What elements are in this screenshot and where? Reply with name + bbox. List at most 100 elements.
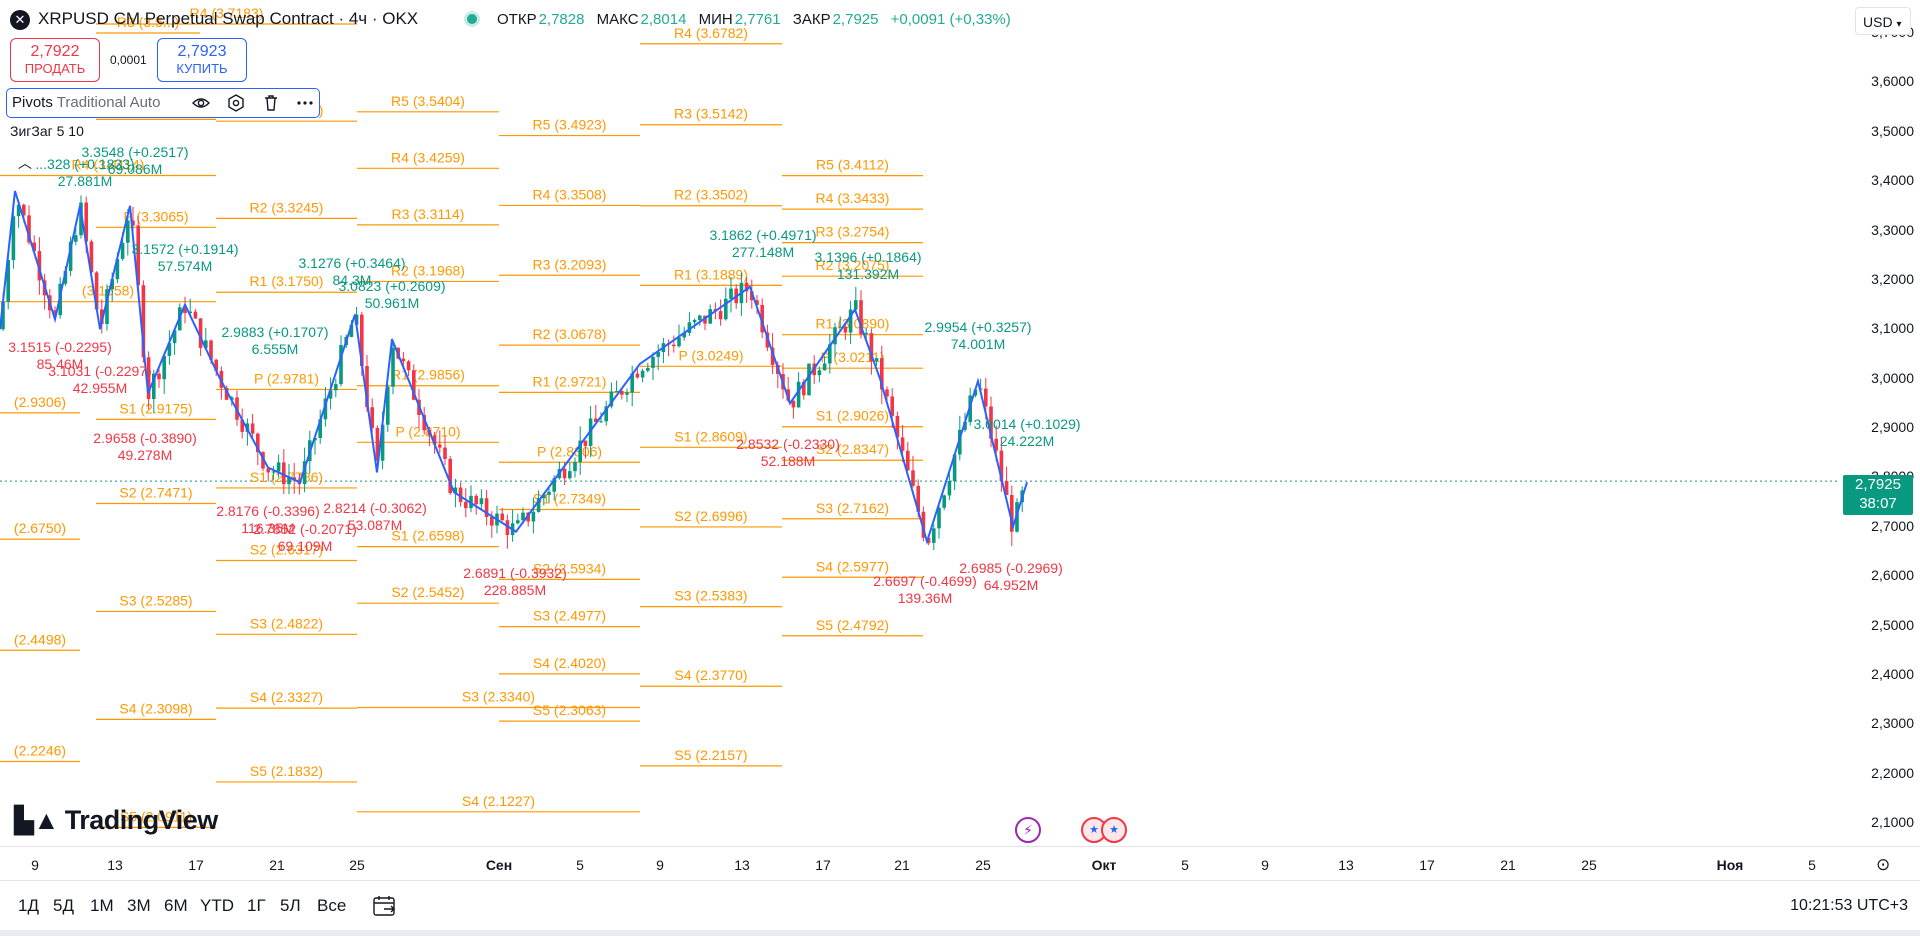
range-button-2[interactable]: 1М (90, 896, 114, 915)
buy-button[interactable]: 2,7923 КУПИТЬ (157, 38, 247, 82)
candle-body (599, 421, 603, 423)
range-button-3[interactable]: 3М (127, 896, 151, 915)
indicator-legend-pivots[interactable]: Pivots Traditional Auto (6, 88, 320, 118)
pivot-label: S3 (2.4977) (533, 608, 606, 624)
candle-body (854, 300, 858, 310)
last-price-badge: 2,7925 38:07 (1843, 475, 1913, 515)
range-button-8[interactable]: Все (317, 896, 347, 915)
candle-body (698, 315, 702, 320)
candle-body (770, 347, 775, 365)
candle-body (146, 357, 151, 400)
pivot-label: (2.2246) (14, 742, 66, 758)
open-value: 2,7828 (538, 11, 585, 28)
more-icon[interactable] (295, 93, 315, 113)
candle-body (365, 366, 369, 408)
chevron-up-icon[interactable]: ︿ (14, 152, 36, 174)
indicator-params: Traditional Auto (56, 94, 161, 111)
pivot-label: R2 (3.3502) (674, 187, 748, 203)
lightning-icon[interactable]: ⚡ (1015, 817, 1041, 843)
candle-body (963, 421, 967, 430)
price-tick: 2,4000 (1871, 665, 1914, 682)
pivot-label: S2 (2.6996) (674, 508, 747, 524)
pivot-label: S2 (2.6317) (250, 541, 323, 557)
zigzag-volume-label: 69.109M (278, 538, 332, 554)
range-button-0[interactable]: 1Д (18, 896, 39, 915)
time-tick: 13 (1338, 857, 1354, 873)
candle-countdown: 38:07 (1859, 495, 1897, 512)
pivot-label: S5 (2.4792) (816, 617, 889, 633)
candle-body (162, 355, 166, 380)
range-button-6[interactable]: 1Г (247, 896, 266, 915)
calendar-icon[interactable] (372, 894, 398, 918)
range-button-7[interactable]: 5Л (280, 896, 301, 915)
range-button-5[interactable]: YTD (200, 896, 234, 915)
zigzag-volume-label: 84.3M (333, 272, 372, 288)
candle-body (464, 501, 468, 509)
candle-body (744, 282, 749, 292)
candle-body (448, 458, 452, 494)
zigzag-volume-label: 50.961M (365, 295, 419, 311)
price-axis[interactable]: 3,70003,60003,50003,40003,30003,20003,10… (1840, 0, 1920, 846)
candle-body (198, 318, 203, 348)
us-flag-icon[interactable]: ★ (1101, 817, 1127, 843)
pivot-label: S4 (2.3098) (119, 700, 192, 716)
last-price-value: 2,7925 (1855, 476, 1901, 493)
time-tick: 25 (975, 857, 991, 873)
candle-body (74, 235, 78, 242)
chart-area[interactable]: R4 (3.7183)R3 (3.5...)R2 (3.5251)R4 (3.4… (0, 0, 1840, 846)
candle-body (916, 485, 920, 512)
zigzag-volume-label: 85.46M (37, 356, 84, 372)
candle-body (942, 495, 946, 508)
candle-body (490, 517, 494, 526)
pivot-label: S5 (2.1832) (250, 763, 323, 779)
candle-body (183, 307, 187, 314)
price-tick: 2,3000 (1871, 715, 1914, 732)
pivot-label: R2 (3.2075) (816, 257, 890, 273)
candle-body (911, 470, 915, 486)
symbol-title[interactable]: XRPUSD CM Perpetual Swap Contract · 4ч ·… (38, 9, 419, 28)
candle-body (843, 326, 848, 333)
close-value: 2,7925 (832, 11, 879, 28)
candle-body (214, 359, 218, 371)
zigzag-value-label: 3.1396 (+0.1864) (814, 249, 921, 265)
high-label: МАКС (596, 11, 639, 28)
candle-body (640, 370, 645, 378)
pivot-label: S2 (2.8347) (816, 441, 889, 457)
pivot-label: R3 (3.2754) (816, 224, 890, 240)
market-status-icon[interactable] (467, 14, 477, 24)
zigzag-legend[interactable]: ЗигЗаг 5 10 (10, 123, 84, 139)
currency-select[interactable]: USD ▾ (1855, 7, 1911, 35)
chart-canvas[interactable]: R4 (3.7183)R3 (3.5...)R2 (3.5251)R4 (3.4… (0, 0, 1840, 846)
pivot-label: S3 (2.4822) (250, 615, 323, 631)
pivot-label: (2.6750) (14, 520, 66, 536)
candle-body (141, 285, 146, 358)
candle-body (136, 225, 140, 286)
candle-body (105, 289, 109, 325)
sell-button[interactable]: 2,7922 ПРОДАТЬ (10, 38, 100, 82)
settings-icon[interactable] (226, 93, 246, 113)
candle-body (152, 373, 156, 400)
price-tick: 2,6000 (1871, 567, 1914, 584)
candle-body (282, 462, 286, 485)
clock[interactable]: 10:21:53 UTC+3 (1790, 897, 1908, 914)
candle-body (438, 444, 442, 448)
candle-body (79, 202, 83, 236)
pivot-label: R4 (3.3433) (816, 190, 890, 206)
goto-realtime-icon[interactable]: ⊙ (1876, 855, 1891, 874)
candle-body (791, 400, 796, 408)
candle-body (926, 537, 931, 543)
candle-body (687, 322, 692, 333)
candle-body (6, 259, 10, 302)
range-button-4[interactable]: 6М (164, 896, 188, 915)
candle-body (796, 381, 801, 408)
time-tick: 25 (1581, 857, 1597, 873)
time-axis[interactable]: 9 13 17 21 25 Сен 5 9 13 17 21 25 Окт 5 9 13 17 21 25 Ноя 5 ⊙ (0, 846, 1920, 881)
candle-body (204, 340, 208, 348)
candle-body (386, 386, 390, 425)
eye-icon[interactable] (191, 93, 211, 113)
zigzag-value-label: 2.8176 (-0.3396) (216, 503, 320, 519)
trash-icon[interactable] (261, 93, 281, 113)
range-button-1[interactable]: 5Д (53, 896, 74, 915)
candle-body (32, 242, 36, 252)
candle-body (958, 429, 962, 455)
